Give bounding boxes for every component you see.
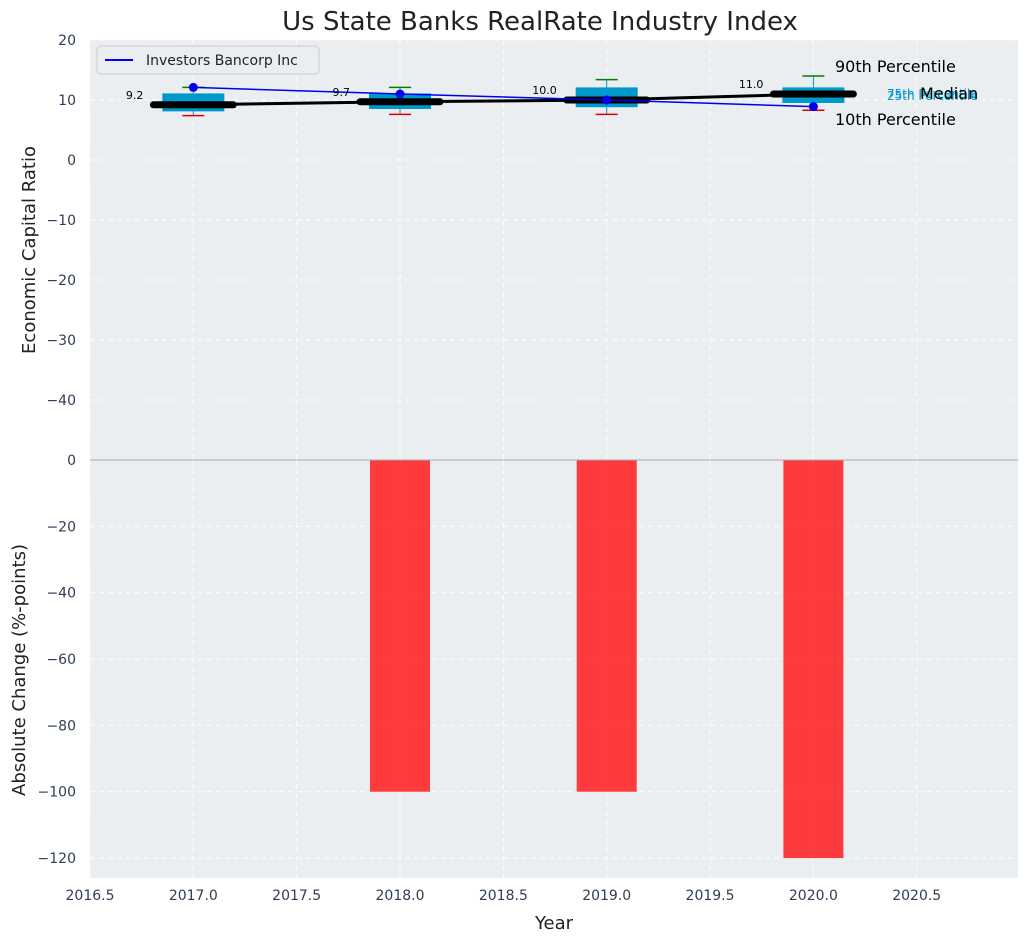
annotation-median: Median — [920, 84, 978, 103]
bottom-y-tick-label: −40 — [46, 586, 76, 602]
top-y-tick-label: −40 — [46, 393, 76, 409]
bottom-y-tick-label: −80 — [46, 718, 76, 734]
change-bar — [783, 460, 844, 859]
bottom-panel: 0 −20 −40 −60 −80 −100 −120 Absolute Change (%… — [9, 453, 1018, 934]
bottom-y-tick-label: −100 — [38, 785, 76, 801]
bars — [370, 460, 844, 859]
bottom-panel-background — [90, 460, 1018, 878]
bottom-y-ticks: 0 −20 −40 −60 −80 −100 −120 — [38, 453, 76, 867]
median-value-label: 9.7 — [333, 86, 351, 99]
company-point — [602, 95, 612, 105]
x-tick-label: 2020.5 — [892, 888, 941, 904]
bottom-y-tick-label: −20 — [46, 519, 76, 535]
company-point — [808, 102, 818, 112]
annotation-p90: 90th Percentile — [835, 57, 956, 76]
median-trend-line — [193, 92, 814, 107]
company-line — [193, 86, 814, 108]
change-bar — [576, 460, 637, 792]
x-tick-label: 2016.5 — [66, 888, 115, 904]
median-value-label: 11.0 — [739, 78, 764, 91]
annotation-p10: 10th Percentile — [835, 110, 956, 129]
legend: Investors Bancorp Inc — [96, 45, 320, 75]
top-grid — [89, 39, 1018, 460]
median-value-label: 10.0 — [532, 84, 557, 97]
top-y-tick-label: 20 — [58, 33, 76, 49]
annotation-p25: 25th Percentile — [887, 89, 978, 103]
median-labels: 9.2 9.7 10.0 11.0 — [126, 78, 764, 102]
chart-title: Us State Banks RealRate Industry Index — [282, 7, 798, 37]
x-tick-label: 2019.5 — [686, 888, 735, 904]
top-panel: 20 10 0 −10 −20 −30 −40 Economic Capital Ratio… — [19, 33, 1018, 460]
top-y-tick-label: 10 — [58, 93, 76, 109]
x-axis-label: Year — [534, 913, 574, 934]
top-y-tick-label: 0 — [67, 153, 76, 169]
top-y-tick-label: −20 — [46, 273, 76, 289]
bottom-y-tick-label: −120 — [38, 851, 76, 867]
company-series — [188, 82, 818, 112]
x-tick-label: 2018.0 — [376, 888, 425, 904]
bottom-y-tick-label: −60 — [46, 652, 76, 668]
x-tick-label: 2019.0 — [582, 888, 631, 904]
bottom-y-tick-label: 0 — [67, 453, 76, 469]
top-y-tick-label: −10 — [46, 213, 76, 229]
top-y-axis-label: Economic Capital Ratio — [19, 146, 40, 354]
top-panel-background — [90, 40, 1018, 460]
top-y-ticks: 20 10 0 −10 −20 −30 −40 — [46, 33, 76, 409]
company-point — [395, 89, 405, 99]
change-bar — [370, 460, 431, 792]
x-ticks: 2016.5 2017.0 2017.5 2018.0 2018.5 2019.0 2019… — [66, 888, 942, 904]
legend-box — [96, 45, 320, 75]
x-tick-label: 2017.5 — [272, 888, 321, 904]
legend-label: Investors Bancorp Inc — [146, 53, 298, 69]
x-tick-label: 2018.5 — [479, 888, 528, 904]
bottom-y-axis-label: Absolute Change (%-points) — [9, 544, 30, 796]
x-tick-label: 2020.0 — [789, 888, 838, 904]
median-line-group — [149, 90, 857, 109]
x-tick-label: 2017.0 — [169, 888, 218, 904]
median-value-label: 9.2 — [126, 89, 144, 102]
annotation-p75: 75th Percentile — [887, 87, 978, 101]
top-y-tick-label: −30 — [46, 333, 76, 349]
company-point — [188, 82, 198, 92]
